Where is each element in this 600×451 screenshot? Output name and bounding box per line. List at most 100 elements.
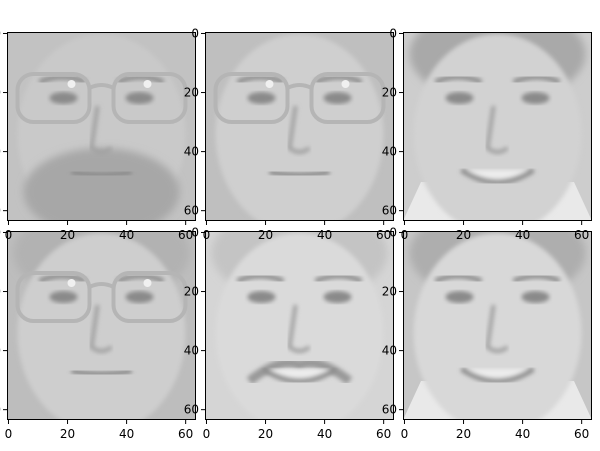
face-brow-left	[434, 74, 483, 85]
face-eye-right	[521, 291, 550, 303]
face-eye-left	[49, 291, 78, 303]
axes-frame	[205, 32, 394, 221]
face-skin	[215, 34, 384, 221]
face-skin	[413, 34, 582, 221]
y-tick-label: 20	[0, 285, 1, 299]
face-brow-right	[512, 273, 561, 284]
face-skin	[215, 233, 384, 420]
axes-frame	[403, 231, 592, 420]
face-nose	[89, 105, 113, 154]
face-brow-left	[38, 273, 87, 284]
axes-frame	[205, 231, 394, 420]
face-brow-left	[434, 273, 483, 284]
face-nose	[485, 105, 509, 154]
face-eye-right	[125, 291, 154, 303]
y-tick-label: 40	[184, 344, 199, 358]
y-tick-label: 40	[184, 145, 199, 159]
face-2-image: bald man with large glasses	[205, 32, 394, 221]
x-tick-label: 40	[317, 427, 332, 441]
face-brow-right	[314, 273, 363, 284]
face-glasses	[15, 271, 188, 323]
face-glasses	[15, 72, 188, 124]
y-tick-label: 40	[382, 145, 397, 159]
face-6-axes: 0 20 40 60 0 20 40 60	[382, 225, 592, 441]
face-mouth	[460, 167, 535, 185]
face-nose	[485, 304, 509, 353]
face-brow-right	[116, 74, 165, 85]
y-tick-label: 60	[0, 403, 1, 417]
x-tick-label: 0	[5, 427, 13, 441]
x-tick-label: 0	[401, 228, 409, 242]
axes-frame	[7, 32, 196, 221]
y-tick-label: 20	[184, 86, 199, 100]
x-tick-label: 0	[5, 228, 13, 242]
face-5-image: smiling man with mustache	[205, 231, 394, 420]
x-tick-label: 20	[60, 427, 75, 441]
face-brow-left	[38, 74, 87, 85]
face-skin	[413, 233, 582, 420]
face-1-image: man with glasses and stubble beard	[7, 32, 196, 221]
face-mouth	[269, 169, 330, 178]
y-tick-label: 0	[0, 225, 1, 239]
face-nose	[89, 304, 113, 353]
face-mouth	[71, 169, 132, 178]
y-tick-label: 0	[191, 26, 199, 40]
face-eye-left	[247, 92, 276, 104]
y-tick-label: 20	[0, 86, 1, 100]
face-brow-left	[236, 273, 285, 284]
face-nose	[287, 304, 311, 353]
x-tick-label: 60	[574, 427, 589, 441]
face-4-image: young man with glasses	[7, 231, 196, 420]
y-tick-label: 0	[0, 26, 1, 40]
face-mouth	[460, 366, 535, 384]
x-tick-label: 20	[258, 427, 273, 441]
face-brow-left	[236, 74, 285, 85]
face-4-axes: 0 20 40 60 0 20 40 60	[0, 225, 196, 441]
face-brow-right	[314, 74, 363, 85]
axes-frame	[7, 231, 196, 420]
y-tick-label: 60	[184, 403, 199, 417]
face-5-axes: 0 20 40 60 0 20 40 60	[184, 225, 394, 441]
x-tick-label: 0	[401, 427, 409, 441]
face-eye-left	[445, 92, 474, 104]
y-tick-label: 0	[191, 225, 199, 239]
x-tick-label: 60	[376, 427, 391, 441]
face-eye-right	[323, 92, 352, 104]
y-tick-label: 60	[184, 204, 199, 218]
y-tick-label: 60	[382, 204, 397, 218]
face-eye-right	[521, 92, 550, 104]
face-eye-left	[247, 291, 276, 303]
y-tick-label: 40	[0, 344, 1, 358]
face-nose	[287, 105, 311, 154]
face-skin	[17, 233, 186, 420]
y-tick-label: 0	[389, 26, 397, 40]
x-tick-label: 0	[203, 228, 211, 242]
y-tick-label: 60	[382, 403, 397, 417]
x-tick-label: 60	[178, 427, 193, 441]
face-eye-right	[125, 92, 154, 104]
face-beard	[23, 148, 180, 221]
face-eye-right	[323, 291, 352, 303]
face-mouth	[71, 368, 132, 377]
axes-frame	[403, 32, 592, 221]
y-tick-label: 20	[184, 285, 199, 299]
x-tick-label: 20	[456, 427, 471, 441]
face-brow-right	[116, 273, 165, 284]
y-tick-label: 40	[382, 344, 397, 358]
y-tick-label: 40	[0, 145, 1, 159]
x-tick-label: 40	[515, 427, 530, 441]
y-tick-label: 0	[389, 225, 397, 239]
x-tick-label: 0	[203, 427, 211, 441]
face-glasses	[213, 72, 386, 124]
x-tick-label: 40	[119, 427, 134, 441]
y-tick-label: 60	[0, 204, 1, 218]
face-eye-left	[49, 92, 78, 104]
face-3-image: smiling woman	[403, 32, 592, 221]
y-tick-label: 20	[382, 86, 397, 100]
face-6-image: smiling man with short hair	[403, 231, 592, 420]
face-mouth	[262, 366, 337, 384]
face-eye-left	[445, 291, 474, 303]
y-tick-label: 20	[382, 285, 397, 299]
